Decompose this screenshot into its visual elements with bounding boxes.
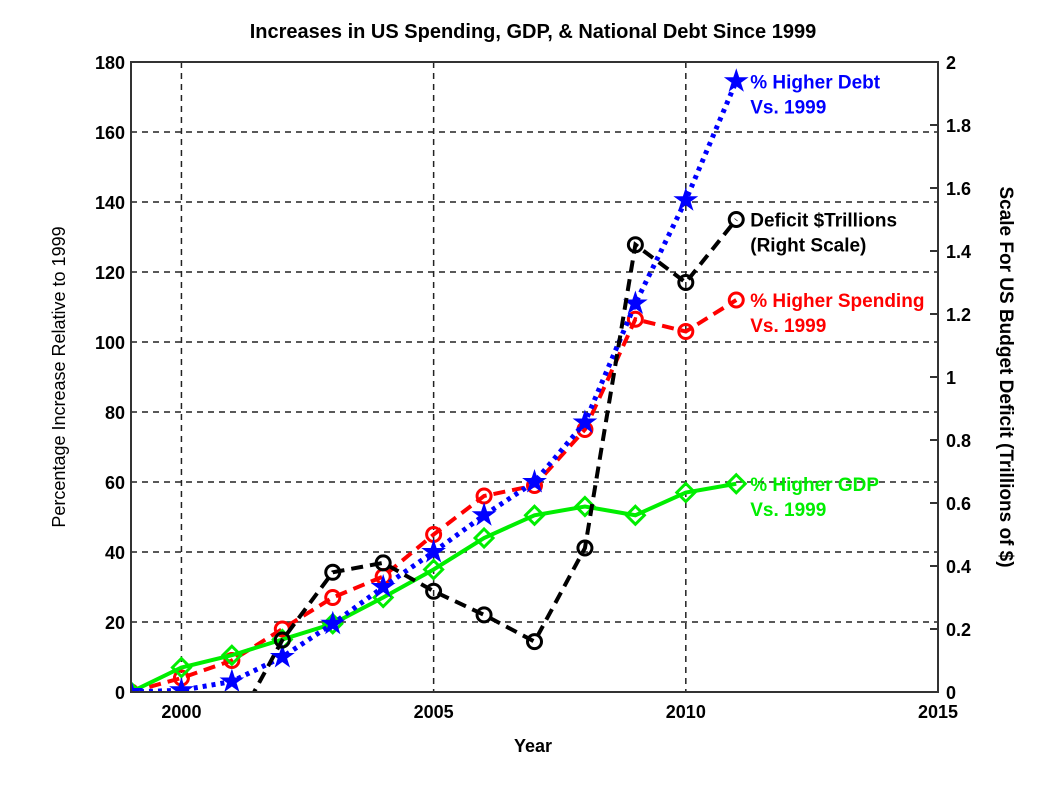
- series-line: [131, 298, 738, 692]
- data-point: [727, 291, 745, 309]
- data-point: [374, 554, 392, 572]
- y-tick-label: 160: [95, 123, 125, 143]
- data-point: [131, 679, 144, 692]
- data-point: [576, 539, 594, 557]
- data-point: [370, 574, 396, 598]
- y-tick-label: 140: [95, 193, 125, 213]
- x-tick-label: 2015: [918, 702, 958, 722]
- y-right-tick-label: 1.4: [946, 242, 971, 262]
- data-point: [526, 633, 543, 651]
- y-tick-label: 60: [105, 473, 125, 493]
- y-tick-label: 180: [95, 53, 125, 73]
- data-point: [573, 495, 597, 518]
- y-tick-label: 100: [95, 333, 125, 353]
- y-right-tick-label: 0.2: [946, 620, 971, 640]
- y-axis-right-label: Scale For US Budget Deficit (Trillions o…: [995, 186, 1016, 567]
- data-point: [523, 504, 546, 527]
- data-point: [475, 606, 493, 624]
- series-label: Vs. 1999: [750, 97, 826, 118]
- chart-title: Increases in US Spending, GDP, & Nationa…: [250, 21, 816, 43]
- data-point: [624, 504, 647, 527]
- data-point: [225, 726, 239, 740]
- data-point: [522, 469, 547, 493]
- series-label: Deficit $Trillions: [750, 211, 897, 232]
- data-point: [674, 481, 697, 504]
- y-right-tick-label: 2: [946, 53, 956, 73]
- data-point: [677, 274, 695, 291]
- y-tick-label: 0: [115, 683, 125, 703]
- y-tick-label: 40: [105, 543, 125, 563]
- data-point: [727, 211, 745, 228]
- data-point: [219, 668, 245, 692]
- y-tick-label: 20: [105, 613, 125, 633]
- data-point: [723, 68, 749, 92]
- y-axis-label: Percentage Increase Relative to 1999: [49, 226, 69, 527]
- x-tick-label: 2010: [666, 702, 706, 722]
- y-right-tick-label: 1.2: [946, 305, 971, 325]
- y-right-tick-label: 1.6: [946, 179, 971, 199]
- y-right-tick-label: 0.4: [946, 557, 971, 577]
- series-label: % Higher GDP: [750, 475, 879, 496]
- data-point: [626, 236, 644, 254]
- data-point: [422, 558, 445, 581]
- data-point: [421, 539, 446, 563]
- y-tick-label: 80: [105, 403, 125, 423]
- series-group: [131, 68, 749, 740]
- y-right-tick-label: 0: [946, 683, 956, 703]
- data-point: [170, 656, 193, 679]
- y-right-tick-label: 0.6: [946, 494, 971, 514]
- data-point: [677, 323, 695, 340]
- data-point: [471, 502, 497, 526]
- data-point: [725, 472, 748, 495]
- y-right-tick-label: 0.8: [946, 431, 971, 451]
- data-point: [623, 290, 648, 314]
- data-point: [269, 644, 295, 668]
- y-right-tick-label: 1.8: [946, 116, 971, 136]
- plot-frame: [130, 61, 939, 693]
- y-right-tick-label: 1: [946, 368, 956, 388]
- data-point: [169, 677, 194, 692]
- data-point: [324, 589, 342, 606]
- series-labels: % Higher Spending Vs. 1999 % Higher GDP Vs.…: [750, 72, 924, 521]
- data-point: [572, 409, 598, 433]
- data-point: [425, 582, 443, 600]
- series-label: % Higher Spending: [750, 291, 924, 312]
- data-point: [220, 644, 243, 667]
- series-label: % Higher Debt: [750, 72, 881, 93]
- grid: [131, 62, 938, 692]
- data-point: [673, 187, 699, 211]
- series-line: [251, 218, 738, 692]
- x-tick-label: 2000: [161, 702, 201, 722]
- ticks: 2000 2005 2010 2015020406080100120140160180…: [95, 53, 971, 722]
- series-label: Vs. 1999: [750, 500, 826, 521]
- data-point: [626, 310, 644, 328]
- series-label: (Right Scale): [750, 236, 866, 257]
- data-point: [324, 563, 342, 581]
- data-point: [273, 631, 291, 649]
- data-point: [472, 526, 496, 550]
- x-tick-label: 2005: [414, 702, 454, 722]
- y-tick-label: 120: [95, 263, 125, 283]
- x-axis-label: Year: [514, 736, 552, 756]
- series-label: Vs. 1999: [750, 316, 826, 337]
- data-point: [320, 610, 346, 635]
- series-line: [131, 481, 737, 692]
